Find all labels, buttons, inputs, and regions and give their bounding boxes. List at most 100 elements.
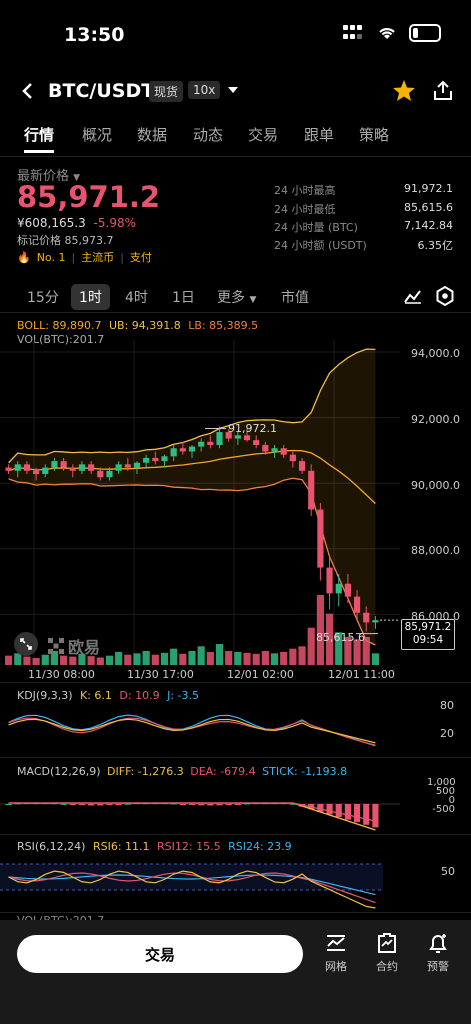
tab-copy[interactable]: 跟单 [304, 126, 335, 144]
boll-mid: BOLL: 89,890.7 [17, 319, 102, 332]
macd-title: MACD(12,26,9) [17, 765, 101, 778]
divider [0, 912, 471, 913]
macd-bar [372, 804, 379, 828]
volume-bar [188, 651, 196, 665]
tab-strategy[interactable]: 策略 [359, 126, 390, 144]
tab-overview[interactable]: 概况 [82, 126, 113, 144]
macd-bar [179, 804, 186, 805]
candle [198, 441, 205, 447]
last-price-box-value: 85,971.2 [404, 621, 452, 633]
watermark: 欧易 [48, 634, 100, 658]
price-axis-label: 88,000.0 [411, 544, 460, 557]
stat-high-label: 24 小时最高 [274, 184, 336, 197]
macd-bar [188, 804, 196, 805]
settings-icon[interactable] [436, 286, 454, 306]
tab-market[interactable]: 行情 [24, 126, 55, 144]
divider [0, 682, 471, 683]
fiat-price-row: ¥608,165.3 -5.98% [17, 216, 136, 230]
last-price: 85,971.2 [17, 180, 161, 214]
candle [143, 457, 150, 463]
signal-icon [343, 25, 365, 41]
candle [234, 435, 241, 439]
kdj-d: D: 10.9 [119, 689, 160, 702]
leverage-tag: 10x [188, 81, 221, 99]
volume-bar [133, 653, 141, 665]
candle [97, 470, 104, 478]
alert-button[interactable]: 预警 [418, 932, 458, 974]
price-axis-label: 90,000.0 [411, 479, 460, 492]
stat-high-value: 91,972.1 [404, 182, 453, 195]
kdj-chart [8, 714, 376, 747]
volume-bar [252, 653, 260, 665]
time-axis-label: 12/01 02:00 [227, 668, 294, 681]
share-icon[interactable] [432, 79, 454, 101]
kdj-title: KDJ(9,3,3) [17, 689, 73, 702]
pair-title[interactable]: BTC/USDT [48, 80, 155, 102]
interval-more[interactable]: 更多 ▼ [217, 290, 257, 306]
divider [0, 757, 471, 758]
tag-main: 主流币 [81, 251, 115, 264]
battery-icon [409, 24, 441, 42]
candle [372, 620, 379, 623]
macd-axis-label: -500 [432, 804, 455, 815]
macd-bar [243, 803, 251, 805]
rsi-12: RSI12: 15.5 [157, 840, 221, 853]
macd-axis: 1,000 500 0 -500 [427, 777, 456, 815]
candle [298, 461, 306, 471]
fullscreen-button[interactable] [14, 632, 38, 656]
star-icon[interactable] [392, 79, 416, 102]
volume-bar [5, 655, 13, 665]
candle [179, 448, 186, 452]
time-axis-label: 11/30 17:00 [127, 668, 194, 681]
fire-icon: 🔥 [17, 250, 31, 264]
indicator-icon[interactable] [404, 288, 422, 304]
volume-bar [151, 654, 159, 665]
alert-label: 预警 [427, 960, 449, 973]
interval-1h[interactable]: 1时 [71, 284, 110, 310]
tab-trade[interactable]: 交易 [248, 126, 279, 144]
contract-button[interactable]: 合约 [367, 932, 407, 974]
volume-bar [50, 651, 59, 665]
latest-price-label[interactable]: 最新价格 ▼ [17, 169, 81, 184]
rsi-6-line [8, 870, 376, 909]
candle [289, 454, 296, 462]
trade-button[interactable]: 交易 [17, 935, 303, 973]
tab-underline [24, 150, 54, 153]
macd-indicator-row: MACD(12,26,9) DIFF: -1,276.3 DEA: -679.4… [17, 765, 347, 778]
macd-bar [335, 804, 342, 817]
tab-data[interactable]: 数据 [137, 126, 168, 144]
macd-bar [88, 804, 95, 806]
candle [88, 464, 95, 471]
volume-bar [344, 637, 352, 665]
candle [5, 467, 12, 471]
volume-bar [115, 651, 123, 665]
boll-ub-line [8, 348, 376, 464]
candle [308, 470, 315, 510]
candle [353, 596, 361, 613]
candle [188, 446, 196, 452]
grid-button[interactable]: 网格 [316, 932, 356, 974]
cny-price: ¥608,165.3 [17, 216, 86, 230]
rank-row[interactable]: 🔥 No. 1 | 主流币 | 支付 [17, 250, 152, 265]
interval-4h[interactable]: 4时 [125, 290, 148, 306]
back-icon[interactable] [20, 82, 34, 100]
interval-marketcap[interactable]: 市值 [281, 290, 309, 306]
macd-bar [106, 804, 113, 806]
volume-bar [142, 651, 150, 665]
price-chart[interactable] [0, 340, 471, 680]
macd-bar [14, 803, 21, 805]
macd-bar [198, 804, 205, 806]
volume-bar [243, 652, 251, 665]
chevron-down-icon[interactable] [227, 86, 239, 94]
mark-price: 标记价格 85,973.7 [17, 234, 114, 247]
interval-15m[interactable]: 15分 [27, 290, 59, 306]
macd-axis-label: 1,000 [427, 777, 456, 788]
boll-lb: LB: 85,389.5 [188, 319, 259, 332]
candle-countdown: 09:54 [412, 634, 444, 646]
interval-1d[interactable]: 1日 [172, 290, 195, 306]
macd-bar [170, 803, 177, 805]
candle [42, 467, 49, 475]
time-axis-label: 11/30 08:00 [28, 668, 95, 681]
tab-feed[interactable]: 动态 [193, 126, 224, 144]
time-axis-label: 12/01 11:00 [328, 668, 395, 681]
